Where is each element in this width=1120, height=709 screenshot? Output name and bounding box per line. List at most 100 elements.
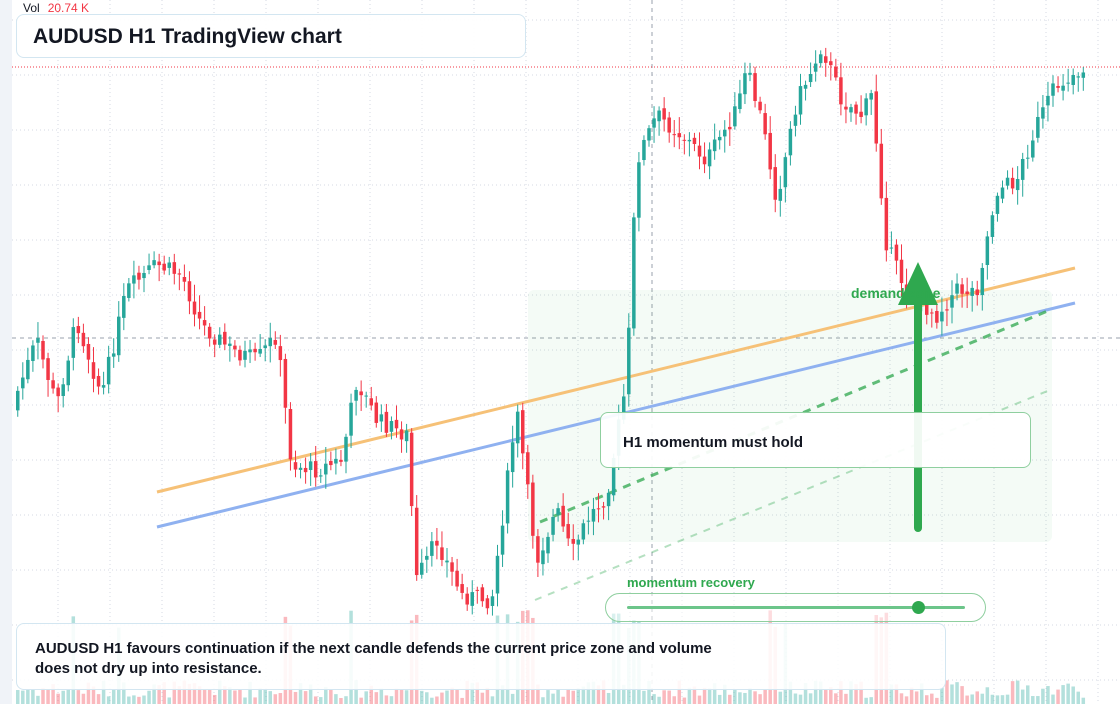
candle-body: [137, 272, 141, 280]
volume-bar: [662, 690, 666, 704]
candle-body: [435, 540, 439, 546]
volume-bar: [404, 690, 409, 704]
candle-body: [859, 111, 863, 117]
volume-bar: [389, 696, 394, 704]
candle-body: [440, 547, 444, 560]
volume-bar: [202, 690, 207, 704]
volume-bar: [904, 696, 909, 704]
candle-body: [212, 339, 217, 345]
candle-body: [238, 349, 242, 361]
candle-body: [258, 348, 262, 354]
candle-body: [778, 188, 783, 201]
candle-body: [228, 343, 232, 346]
volume-bar: [945, 680, 949, 704]
volume-bar: [51, 684, 55, 704]
volume-bar: [61, 690, 65, 704]
candle-body: [869, 93, 873, 100]
candle-body: [480, 587, 485, 602]
volume-bar: [652, 694, 656, 704]
summary-text: AUDUSD H1 favours continuation if the ne…: [35, 640, 712, 677]
volume-bar: [192, 683, 197, 704]
volume-bar: [182, 680, 187, 704]
candle-body: [425, 555, 429, 560]
volume-bar: [384, 695, 389, 704]
arrow-head: [898, 262, 938, 305]
candle-body: [207, 326, 212, 339]
volume-bar: [1071, 686, 1075, 704]
candle-body: [177, 273, 182, 275]
candle-body: [531, 482, 535, 536]
volume-bar: [1000, 695, 1005, 704]
volume-bar: [647, 680, 651, 704]
momentum-label: momentum recovery: [627, 575, 755, 590]
candle-body: [985, 236, 990, 265]
candle-body: [581, 523, 586, 540]
candle-body: [935, 310, 939, 323]
volume-bar: [894, 684, 899, 704]
volume-bar: [798, 694, 803, 704]
candle-body: [995, 195, 1000, 214]
candle-body: [834, 66, 838, 78]
candle-body: [430, 541, 434, 556]
volume-bar: [228, 687, 232, 704]
volume-bar: [440, 692, 444, 704]
volume-bar: [955, 682, 959, 704]
candle-body: [1066, 82, 1070, 84]
volume-bar: [41, 688, 45, 704]
volume-bar: [707, 688, 712, 704]
volume-bar: [576, 688, 581, 704]
candle-body: [515, 411, 520, 444]
volume-bar: [263, 689, 267, 704]
candle-body: [16, 390, 20, 411]
volume-bar: [697, 695, 702, 704]
volume-bar: [101, 680, 106, 704]
candle-body: [1015, 178, 1020, 191]
volume-bar: [677, 680, 682, 704]
volume-bar: [238, 689, 242, 704]
candle-body: [521, 410, 525, 454]
volume-bar: [308, 684, 313, 704]
volume-bar: [147, 690, 151, 704]
candle-body: [702, 156, 707, 165]
volume-bar: [334, 694, 338, 704]
volume-bar: [56, 693, 60, 704]
candle-body: [51, 380, 55, 389]
candle-body: [566, 524, 570, 539]
volume-bar: [738, 692, 742, 704]
volume-bar: [465, 680, 469, 704]
volume-bar: [137, 696, 141, 704]
candle-body: [167, 262, 171, 268]
candle-body: [697, 145, 702, 157]
volume-bar: [480, 692, 485, 704]
candle-body: [157, 261, 161, 266]
volume-bar: [758, 694, 762, 704]
volume-bar: [995, 695, 1000, 704]
volume-bar: [581, 686, 586, 704]
volume-bar: [692, 686, 697, 704]
volume-bar: [909, 687, 914, 704]
volume-bar: [319, 697, 323, 704]
candle-body: [601, 506, 606, 508]
candle-body: [359, 391, 363, 396]
candle-body: [854, 104, 858, 114]
candle-body: [106, 356, 111, 385]
candles: [16, 47, 1086, 616]
volume-bar: [601, 680, 606, 704]
volume-bar: [197, 686, 202, 704]
candle-body: [1020, 158, 1025, 180]
momentum-slider[interactable]: [605, 593, 986, 622]
momentum-knob[interactable]: [911, 601, 925, 614]
candle-body: [465, 593, 469, 605]
candle-body: [627, 327, 631, 395]
candle-body: [26, 359, 30, 380]
candle-body: [813, 63, 818, 72]
candle-body: [844, 106, 848, 110]
volume-bar: [177, 686, 182, 704]
volume-bar: [223, 686, 227, 704]
candle-body: [712, 139, 717, 152]
volume-bar: [723, 684, 727, 704]
candle-body: [682, 139, 687, 141]
candle-body: [596, 508, 601, 510]
volume-bar: [985, 687, 990, 704]
volume-bar: [813, 680, 818, 704]
